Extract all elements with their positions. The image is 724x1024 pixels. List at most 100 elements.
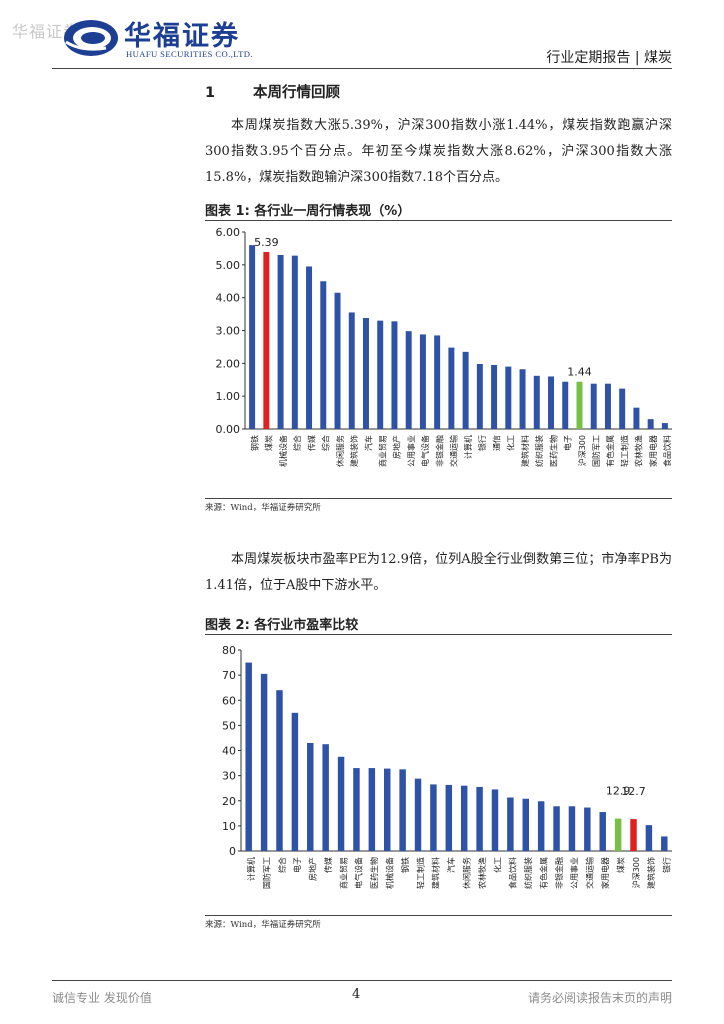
chart1-bar — [334, 292, 341, 429]
chart2-bar — [507, 797, 514, 851]
logo: 华福证券 HUAFU SECURITIES CO.,LTD. — [62, 14, 282, 66]
chart1-category-label: 传媒 — [306, 435, 316, 451]
chart1-bar — [348, 312, 355, 429]
chart1-bar — [320, 281, 327, 429]
chart1-bar — [562, 381, 569, 429]
chart2-category-label: 家用电器 — [600, 857, 610, 889]
chart1-category-label: 农林牧渔 — [634, 435, 644, 467]
footer-slogan: 诚信专业 发现价值 — [52, 991, 152, 1005]
chart2-category-label: 传媒 — [323, 857, 333, 873]
chart1-bar — [249, 245, 256, 429]
chart2-bar — [537, 801, 545, 851]
figure-1-top-rule — [205, 220, 672, 221]
chart2-category-label: 钢铁 — [400, 857, 410, 873]
chart1-category-label: 计算机 — [463, 435, 473, 459]
chart1-bar — [306, 266, 313, 429]
chart1-category-label: 机械设备 — [278, 435, 288, 467]
figure-1-bottom-rule — [205, 498, 672, 499]
chart2-y-tick-label: 30 — [222, 770, 236, 783]
chart2-category-label: 休闲服务 — [461, 857, 471, 889]
chart1-y-tick-label: 0.00 — [216, 423, 241, 436]
chart1-bar — [476, 363, 483, 429]
chart2-bar — [522, 798, 530, 851]
chart1-category-label: 房地产 — [392, 435, 402, 459]
figure-2-top-rule — [205, 634, 672, 635]
chart1-bar — [491, 364, 498, 429]
chart2-bar — [445, 784, 453, 851]
chart1-category-label: 电子 — [563, 435, 573, 451]
chart1-bar — [647, 419, 654, 429]
section-heading: 1 本周行情回顾 — [205, 81, 340, 102]
chart2-bar — [322, 744, 329, 851]
chart1-bar — [462, 351, 469, 429]
chart2-bar — [430, 784, 437, 851]
chart2-y-tick-label: 0 — [229, 845, 236, 858]
chart2-data-label: 12.7 — [621, 785, 646, 798]
chart2-bar — [399, 769, 406, 851]
chart1-category-label: 钢铁 — [249, 435, 259, 451]
chart1-category-label: 建筑材料 — [520, 435, 530, 467]
chart2-y-tick-label: 80 — [222, 644, 236, 657]
chart1-category-label: 商业贸易 — [378, 435, 388, 467]
footer-disclaimer: 请务必阅读报告末页的声明 — [527, 991, 672, 1005]
chart1-category-label: 沪深300 — [577, 435, 587, 466]
chart1-category-label: 公用事业 — [406, 435, 416, 467]
chart1-bar — [263, 252, 270, 429]
chart1-category-label: 综合 — [292, 435, 302, 451]
page-number: 4 — [352, 987, 361, 1002]
chart1-bar — [434, 335, 441, 429]
logo-english-name: HUAFU SECURITIES CO.,LTD. — [126, 49, 253, 59]
chart1-data-label: 1.44 — [567, 366, 592, 379]
chart2-category-label: 电气设备 — [354, 857, 364, 889]
chart1-bar — [377, 320, 384, 429]
figure-2-bottom-rule — [205, 915, 672, 916]
chart1-category-label: 建筑装饰 — [349, 435, 359, 467]
chart2-bar — [491, 789, 499, 851]
chart2-bar — [383, 768, 391, 851]
chart1-bar — [277, 254, 284, 429]
chart1-bar — [604, 383, 611, 429]
chart2-y-tick-label: 70 — [222, 669, 236, 682]
chart1-bar — [391, 321, 398, 429]
section-number: 1 — [205, 85, 216, 101]
chart1-bar — [519, 369, 526, 429]
header-divider — [52, 68, 672, 69]
paragraph-valuation: 本周煤炭板块市盈率PE为12.9倍，位列A股全行业倒数第三位；市净率PB为1.4… — [205, 552, 672, 593]
chart1-bar — [548, 376, 555, 429]
chart2-category-label: 电子 — [292, 857, 302, 873]
chart1-data-label: 5.39 — [254, 236, 279, 249]
chart1-category-label: 食品饮料 — [662, 435, 672, 467]
chart1-category-label: 通信 — [491, 435, 501, 451]
chart1-bar — [633, 407, 640, 429]
chart2-category-label: 煤炭 — [615, 857, 625, 873]
chart2-y-tick-label: 20 — [222, 795, 236, 808]
chart2-category-label: 轻工制造 — [415, 857, 425, 889]
chart1-bar — [576, 381, 583, 429]
chart2-bar — [276, 690, 283, 851]
chart2-bar — [584, 807, 591, 851]
chart1-category-label: 煤炭 — [264, 435, 274, 451]
chart1-category-label: 纺织服装 — [534, 435, 544, 467]
chart2-bar — [307, 742, 314, 851]
chart-pe-comparison: 0 10 20 30 40 50 60 70 80 计算机 国防军工 综合 电子 房地产 传媒 商业贸易 电气设… — [222, 644, 672, 889]
chart2-category-label: 建筑材料 — [431, 857, 441, 889]
chart2-data-label: 12.9 — [606, 785, 631, 798]
figure-1-source: 来源：Wind，华福证券研究所 — [205, 503, 321, 513]
chart2-category-label: 有色金属 — [538, 857, 548, 889]
chart2-bar — [553, 806, 560, 851]
chart1-y-tick-label: 4.00 — [216, 292, 241, 305]
chart2-bar — [245, 662, 252, 851]
chart2-category-label: 纺织服装 — [523, 857, 533, 889]
chart1-category-label: 轻工制造 — [619, 435, 629, 467]
chart2-y-tick-label: 10 — [222, 820, 236, 833]
chart2-category-label: 房地产 — [308, 857, 318, 881]
chart1-y-tick-label: 6.00 — [216, 226, 241, 239]
chart1-y-tick-label: 1.00 — [216, 390, 241, 403]
chart1-bar — [448, 347, 455, 429]
chart1-bar — [590, 383, 597, 429]
chart2-category-label: 医药生物 — [369, 857, 379, 889]
chart2-category-label: 银行 — [662, 857, 672, 873]
chart1-bar — [661, 423, 668, 429]
chart1-y-tick-label: 2.00 — [216, 357, 241, 370]
